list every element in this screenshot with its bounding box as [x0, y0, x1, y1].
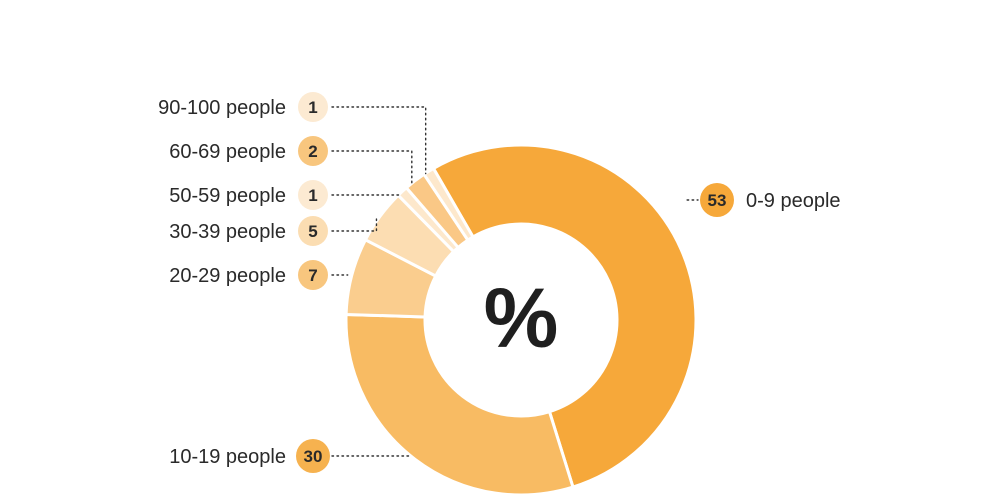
slice-0-9-people: [432, 143, 698, 489]
category-label-50-59-people: 50-59 people: [169, 185, 286, 207]
leader-line-30-39-people: [331, 218, 378, 232]
category-label-10-19-people: 10-19 people: [169, 446, 286, 468]
value-badge-90-100-people: [298, 92, 328, 122]
value-badge-10-19-people: [296, 439, 330, 473]
value-badges: 53 30 7 5 1 2 1: [296, 92, 734, 473]
slice-labels: 0-9 people 10-19 people 20-29 people 30-39 …: [158, 97, 840, 468]
value-badge-60-69-people: [298, 136, 328, 166]
category-label-30-39-people: 30-39 people: [169, 221, 286, 243]
value-label-10-19-people: 30: [304, 447, 323, 466]
value-badge-20-29-people: [298, 260, 328, 290]
value-badge-50-59-people: [298, 180, 328, 210]
category-label-0-9-people: 0-9 people: [746, 190, 841, 212]
leader-lines: [331, 106, 699, 457]
value-badge-30-39-people: [298, 216, 328, 246]
slice-10-19-people: [344, 312, 575, 497]
value-label-60-69-people: 2: [308, 142, 317, 161]
leader-line-90-100-people: [331, 106, 427, 175]
value-label-30-39-people: 5: [308, 222, 317, 241]
value-label-50-59-people: 1: [308, 186, 317, 205]
category-label-20-29-people: 20-29 people: [169, 265, 286, 287]
value-label-90-100-people: 1: [308, 98, 317, 117]
slice-90-100-people: [422, 166, 475, 242]
value-badge-0-9-people: [700, 183, 734, 217]
leader-line-60-69-people: [331, 150, 413, 184]
value-label-0-9-people: 53: [708, 191, 727, 210]
category-label-60-69-people: 60-69 people: [169, 141, 286, 163]
value-label-20-29-people: 7: [308, 266, 317, 285]
center-percent-symbol: %: [484, 271, 559, 365]
category-label-90-100-people: 90-100 people: [158, 97, 286, 119]
